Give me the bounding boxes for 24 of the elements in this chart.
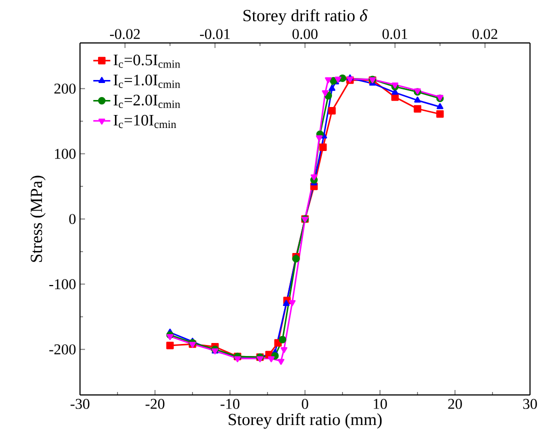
- x-tick-label: 10: [374, 398, 387, 409]
- legend-label: I$_{c}$=10I$_{cmin}$: [114, 114, 176, 128]
- y-tick-label: 100: [55, 148, 76, 159]
- y-axis-title: Stress (MPa): [30, 176, 46, 262]
- x-tick-label: -10: [220, 398, 240, 409]
- y-tick-label: -200: [49, 344, 76, 354]
- x2-tick-label: 0.00: [292, 28, 318, 40]
- x-tick-label: 0: [302, 398, 308, 409]
- y-tick-label: 0: [69, 214, 76, 224]
- x2-axis-title: Storey drift ratio δ: [244, 9, 368, 25]
- x-tick-label: 20: [448, 398, 462, 409]
- x-tick-label: -30: [70, 398, 90, 409]
- x-axis-title: Storey drift ratio (mm): [228, 413, 382, 429]
- x2-tick-label: 0.02: [472, 28, 498, 40]
- legend-label: I$_{c}$=2.0I$_{cmin}$: [114, 94, 180, 108]
- x2-tick-label: -0.01: [200, 28, 230, 40]
- y-tick-label: -100: [49, 279, 76, 290]
- x2-tick-label: -0.02: [110, 28, 140, 40]
- y-tick-label: 200: [54, 84, 76, 94]
- x2-tick-label: 0.01: [382, 28, 408, 40]
- legend-label: I$_{c}$=0.5I$_{cmin}$: [114, 54, 180, 68]
- x-tick-label: 30: [523, 398, 537, 409]
- legend-label: I$_{c}$=1.0I$_{cmin}$: [114, 74, 180, 88]
- x-tick-label: -20: [146, 398, 164, 409]
